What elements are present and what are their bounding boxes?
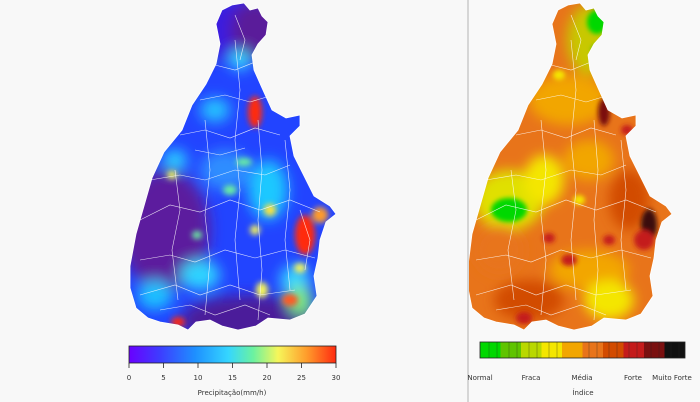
colorbar-tick: Forte [624,374,642,382]
index-map-panel: Normal Fraca Média Forte Muito Forte Índ… [467,0,700,402]
index-field [469,3,672,330]
precipitation-map-panel: 0 5 10 15 20 25 30 Precipitação(mm/h) [126,2,341,397]
index-map [469,2,686,359]
precipitation-colorbar [128,345,337,364]
state-border [129,2,337,331]
colorbar-tick: 15 [228,374,237,382]
colorbar-label: Índice [572,389,594,397]
colorbar-tick: Fraca [521,374,541,382]
colorbar-label: Precipitação(mm/h) [197,389,267,397]
colorbar-tick: 30 [331,374,341,382]
index-colorbar [479,341,686,359]
colorbar-tick: 0 [126,374,132,382]
colorbar-tick: Muito Forte [652,374,692,382]
colorbar-tick: 20 [262,374,272,382]
precipitation-map [128,2,337,368]
colorbar-tick: Média [571,374,593,382]
colorbar-tick: 10 [193,374,203,382]
colorbar-tick: 25 [297,374,306,382]
colorbar-tick: 5 [161,374,166,382]
panel-divider [467,0,469,402]
state-border [469,2,673,331]
colorbar-tick: Normal [467,374,493,382]
